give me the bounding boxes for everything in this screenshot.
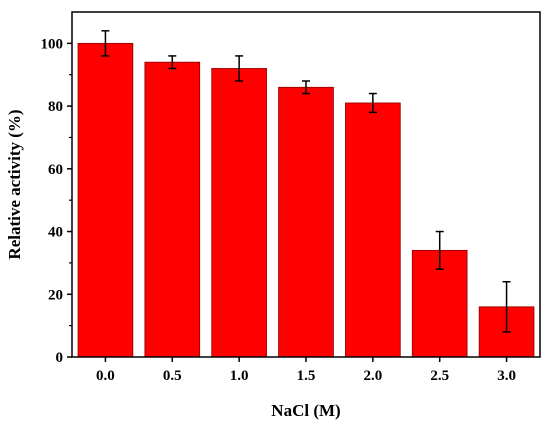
x-tick-label: 3.0 (497, 368, 516, 384)
error-bar-0.5 (168, 55, 177, 70)
error-bar-1.5 (302, 80, 310, 95)
x-tick-label: 2.5 (430, 368, 449, 384)
error-bar-1.0 (235, 55, 244, 82)
y-tick-label: 40 (48, 225, 63, 241)
y-tick-label: 0 (56, 350, 64, 366)
error-bars-layer (101, 30, 511, 333)
bar-0.0 (77, 42, 134, 358)
x-tick-label: 2.0 (363, 368, 382, 384)
x-tick-label: 0.0 (96, 368, 115, 384)
y-axis: 0 20 40 60 80 100 (41, 36, 72, 366)
error-bar-2.0 (368, 92, 377, 114)
bar-2.0 (345, 102, 401, 358)
y-tick-label: 20 (48, 287, 63, 303)
bar-1.0 (211, 68, 267, 358)
x-axis: 0.0 0.5 1.0 1.5 2.0 2.5 3.0 (96, 357, 516, 384)
y-axis-title: Relative activity (%) (5, 109, 24, 259)
x-tick-label: 0.5 (163, 368, 182, 384)
bar-0.5 (144, 61, 201, 358)
error-bar-2.5 (435, 230, 444, 270)
y-tick-label: 100 (41, 36, 64, 52)
error-bar-0.0 (101, 30, 110, 57)
x-tick-label: 1.0 (230, 368, 249, 384)
x-axis-title: NaCl (M) (271, 401, 340, 420)
y-tick-label: 60 (48, 162, 63, 178)
y-tick-label: 80 (48, 99, 63, 115)
error-bar-3.0 (502, 280, 511, 333)
x-tick-label: 1.5 (297, 368, 316, 384)
bar-1.5 (278, 86, 334, 358)
